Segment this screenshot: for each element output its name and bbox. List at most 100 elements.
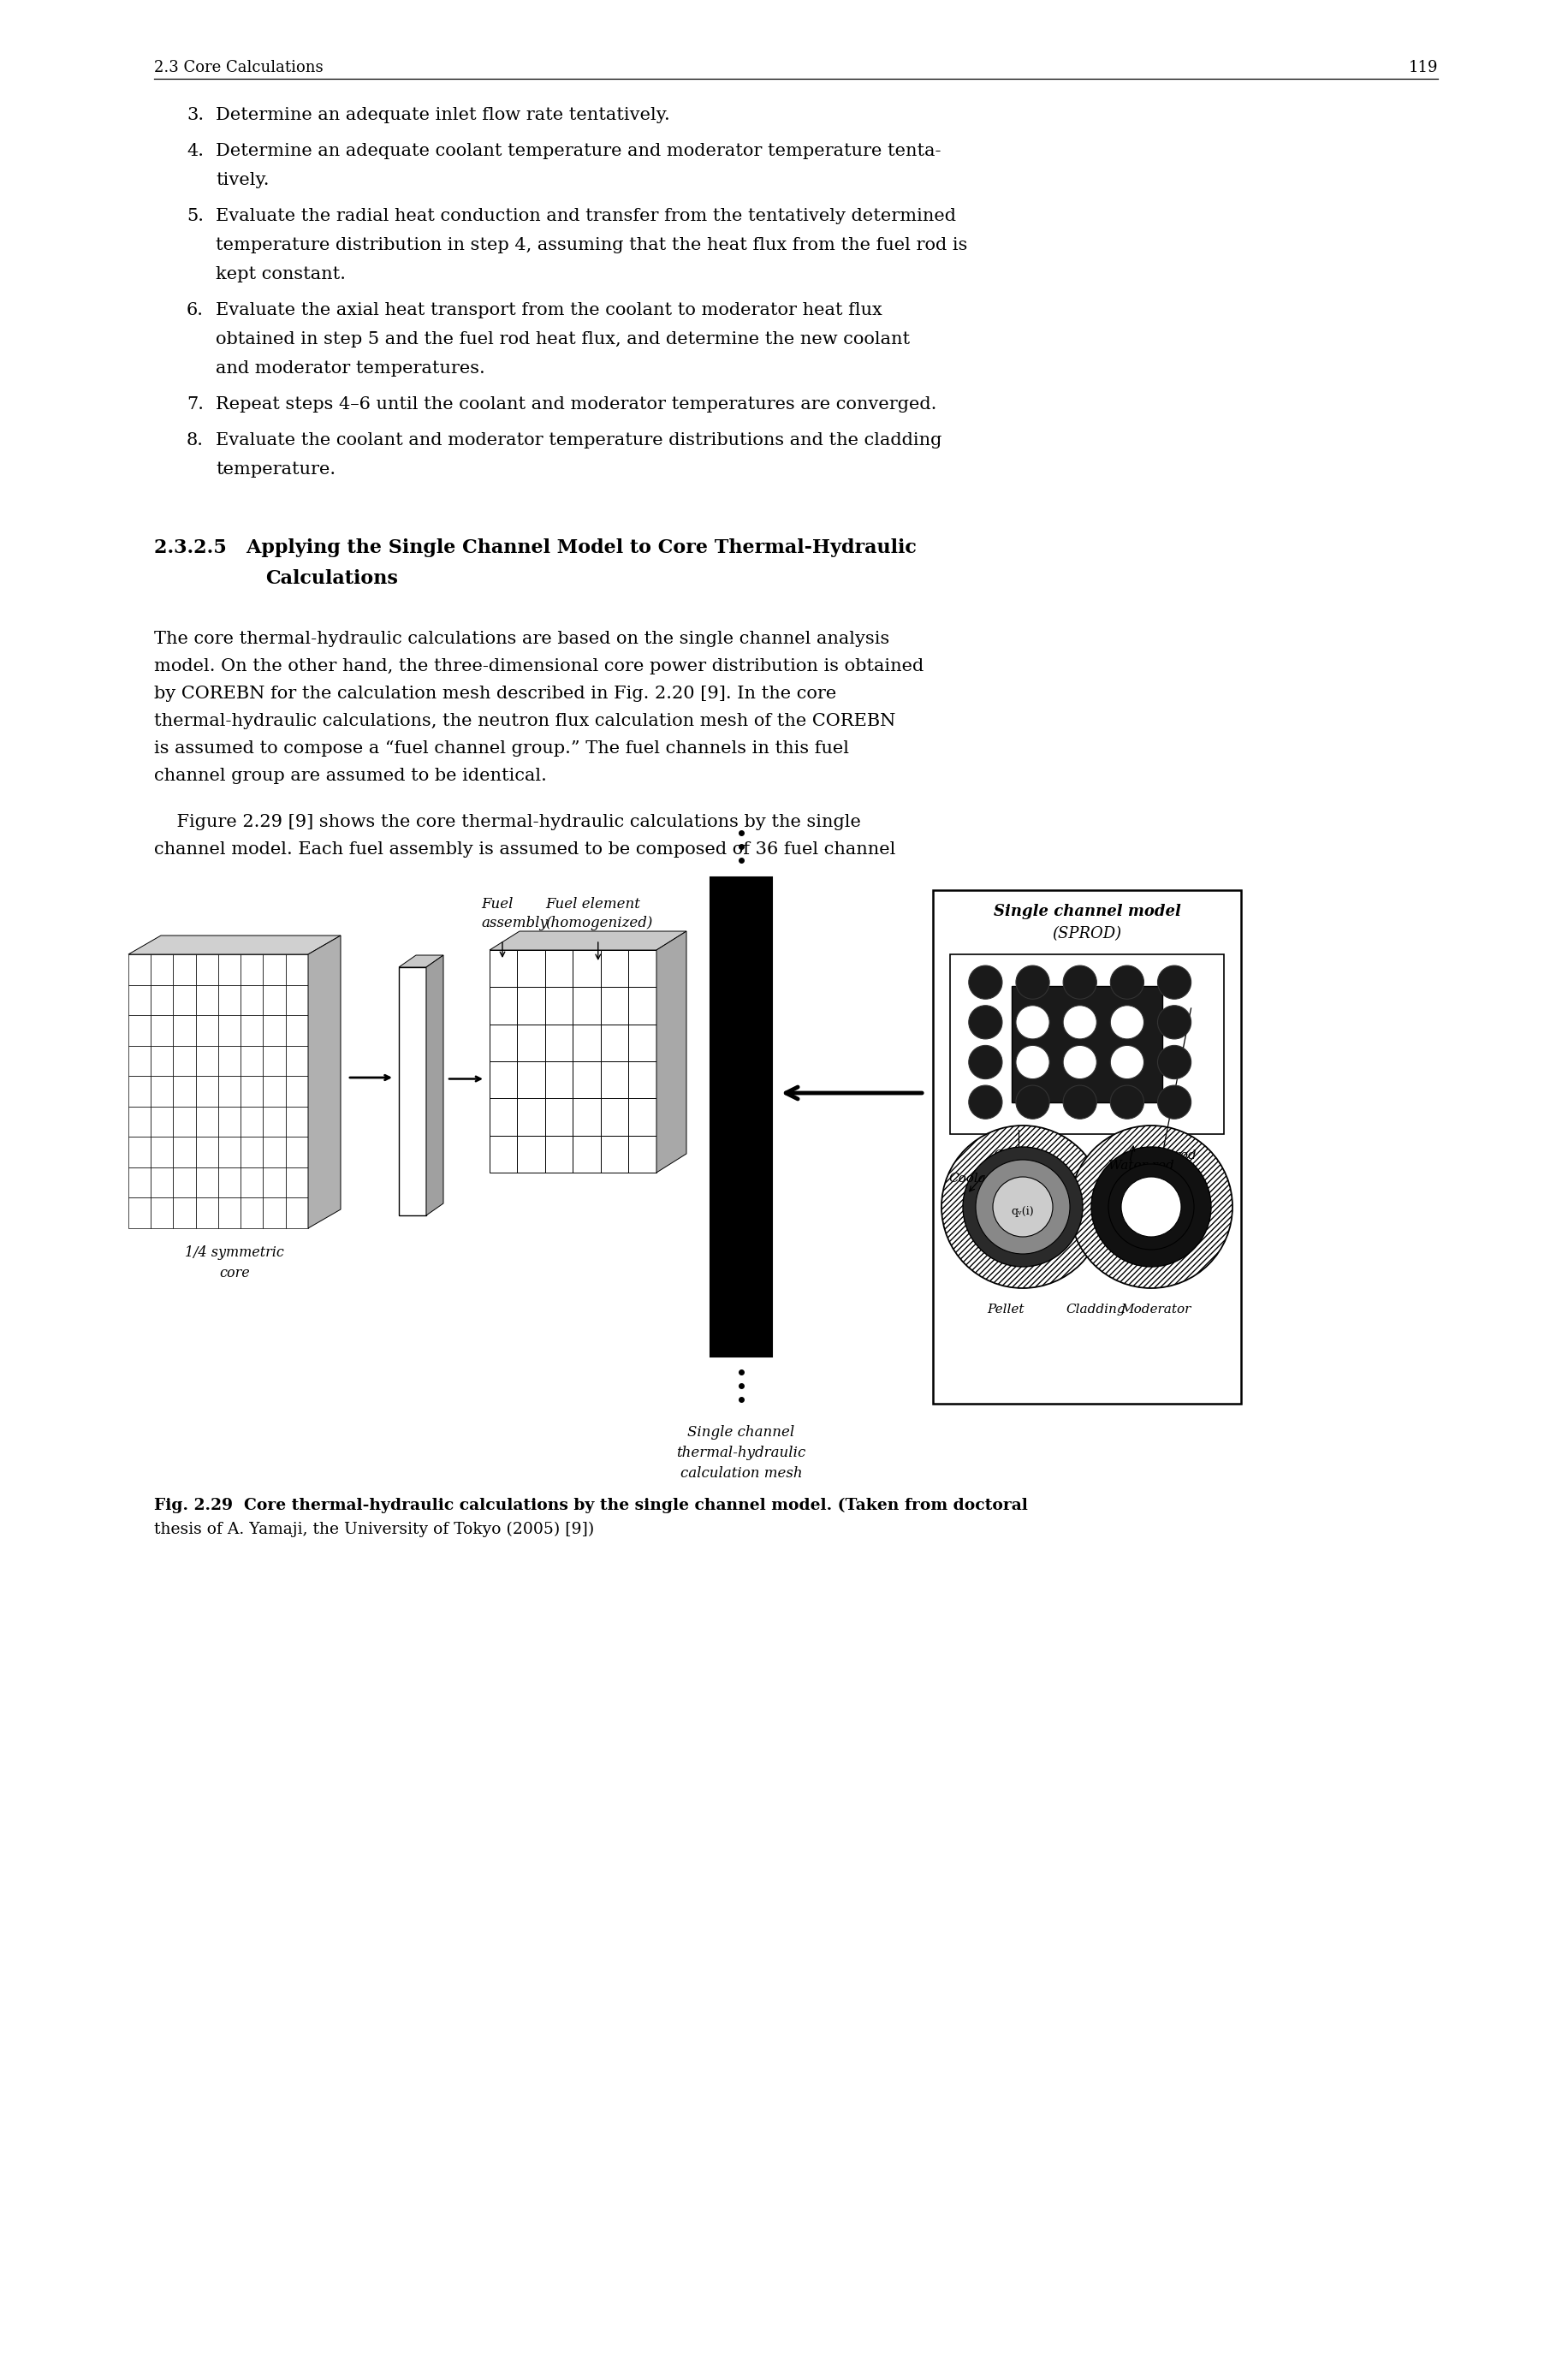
Text: Moderator: Moderator [1120,1304,1190,1316]
Text: Evaluate the axial heat transport from the coolant to moderator heat flux: Evaluate the axial heat transport from t… [215,302,881,318]
Text: 2.3 Core Calculations: 2.3 Core Calculations [154,59,323,76]
Text: 7.: 7. [187,397,204,413]
Text: core: core [220,1266,249,1281]
Polygon shape [307,936,340,1228]
Bar [172,1076,196,1107]
Bar [489,1024,517,1062]
Bar [546,986,572,1024]
Bar [517,1062,546,1098]
Circle shape [1063,1086,1096,1119]
Bar [263,1015,285,1045]
Bar [196,955,218,984]
Bar [151,1107,172,1138]
Text: Fig. 2.29  Core thermal-hydraulic calculations by the single channel model. (Tak: Fig. 2.29 Core thermal-hydraulic calcula… [154,1497,1027,1514]
Bar [218,1198,240,1228]
Bar [151,1045,172,1076]
Bar [629,986,655,1024]
Text: channel group are assumed to be identical.: channel group are assumed to be identica… [154,767,547,784]
Bar [151,1167,172,1198]
Bar [129,1198,151,1228]
Bar [489,950,517,986]
Bar [151,955,172,984]
Circle shape [1016,965,1049,998]
Bar [572,1136,601,1174]
Text: qᵥ(i): qᵥ(i) [1011,1205,1033,1217]
Bar [629,1136,655,1174]
Bar [398,967,426,1217]
Bar [172,1167,196,1198]
Text: thermal-hydraulic: thermal-hydraulic [676,1445,806,1461]
Bar [196,1045,218,1076]
Bar [629,1062,655,1098]
Bar [218,955,240,984]
Bar [196,1198,218,1228]
Text: obtained in step 5 and the fuel rod heat flux, and determine the new coolant: obtained in step 5 and the fuel rod heat… [215,330,909,347]
Text: thermal-hydraulic calculations, the neutron flux calculation mesh of the COREBN: thermal-hydraulic calculations, the neut… [154,713,895,729]
Bar [172,984,196,1015]
Bar [933,891,1240,1404]
Bar [263,1045,285,1076]
Circle shape [967,1086,1002,1119]
Polygon shape [489,931,687,950]
Circle shape [967,965,1002,998]
Bar [601,950,629,986]
Text: Determine an adequate inlet flow rate tentatively.: Determine an adequate inlet flow rate te… [215,107,670,124]
Bar [546,1062,572,1098]
Bar [489,1136,517,1174]
Bar [601,1024,629,1062]
Bar [517,1024,546,1062]
Circle shape [1091,1148,1210,1266]
Text: channel model. Each fuel assembly is assumed to be composed of 36 fuel channel: channel model. Each fuel assembly is ass… [154,841,895,858]
Text: Calculations: Calculations [265,570,398,587]
Bar [572,950,601,986]
Bar [240,984,263,1015]
Bar [285,1107,307,1138]
Bar [546,1024,572,1062]
Bar [172,1015,196,1045]
Bar [196,1107,218,1138]
Circle shape [1121,1176,1181,1238]
Bar [546,950,572,986]
Text: 5.: 5. [187,209,204,223]
Bar [129,1045,151,1076]
Text: Pellet: Pellet [986,1304,1024,1316]
Bar [263,955,285,984]
Bar [240,1076,263,1107]
Bar [151,1015,172,1045]
Text: Coolant: Coolant [993,1150,1044,1162]
Circle shape [1157,965,1190,998]
Polygon shape [655,931,687,1174]
Bar [196,984,218,1015]
Text: Water rod: Water rod [1131,1150,1196,1162]
Text: Fuel: Fuel [481,898,513,912]
Bar [517,950,546,986]
Text: 1/4 symmetric: 1/4 symmetric [185,1245,284,1259]
Bar [196,1138,218,1167]
Bar [285,1198,307,1228]
Circle shape [1063,965,1096,998]
Text: tively.: tively. [215,171,270,188]
Text: is assumed to compose a “fuel channel group.” The fuel channels in this fuel: is assumed to compose a “fuel channel gr… [154,741,848,756]
Circle shape [967,1005,1002,1038]
Bar [240,955,263,984]
Bar [601,1098,629,1136]
Bar [240,1045,263,1076]
Bar [129,1015,151,1045]
Circle shape [1110,965,1143,998]
Bar [218,1107,240,1138]
Text: qᵥ(i): qᵥ(i) [1140,1205,1162,1217]
Bar [285,1138,307,1167]
Bar [172,1198,196,1228]
Text: temperature distribution in step 4, assuming that the heat flux from the fuel ro: temperature distribution in step 4, assu… [215,238,967,254]
Bar [218,1167,240,1198]
Circle shape [1157,1045,1190,1079]
Bar [572,1024,601,1062]
Bar [129,1076,151,1107]
Circle shape [1063,1045,1096,1079]
Bar [263,1167,285,1198]
Bar [172,1045,196,1076]
Text: Coolant: Coolant [947,1174,999,1186]
Text: 3.: 3. [187,107,204,124]
Text: assembly: assembly [481,915,547,931]
Text: by COREBN for the calculation mesh described in Fig. 2.20 [9]. In the core: by COREBN for the calculation mesh descr… [154,687,836,701]
